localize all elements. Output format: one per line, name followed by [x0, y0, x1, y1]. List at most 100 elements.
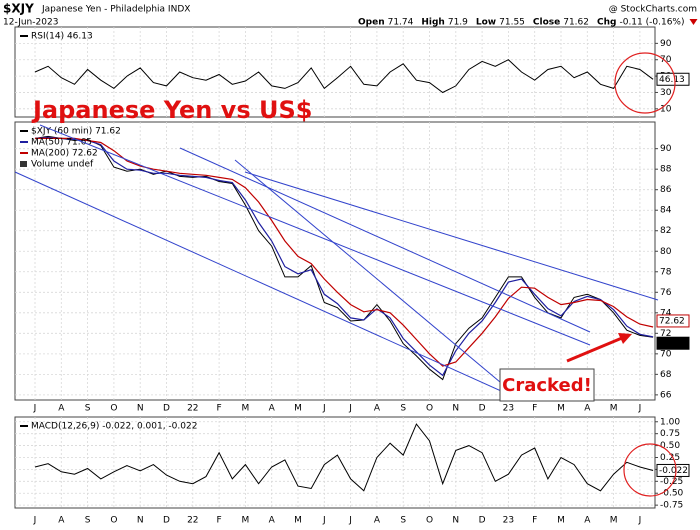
x-tick-label: M	[242, 404, 250, 414]
quote-label: Open	[358, 18, 385, 28]
highlight-circle	[614, 52, 676, 114]
x-tick-label: 23	[503, 404, 514, 414]
x-tick-label: 22	[187, 404, 198, 414]
x-tick-label: A	[374, 516, 381, 526]
annotation-arrow	[566, 336, 623, 363]
y-tick-label: 90	[660, 144, 672, 154]
x-tick-label: M	[294, 404, 302, 414]
x-tick-label: A	[269, 516, 276, 526]
series-line	[34, 423, 654, 492]
legend-label: RSI(14) 46.13	[31, 32, 93, 42]
legend-label: Volume undef	[31, 160, 94, 170]
y-tick-label: 70	[660, 349, 672, 359]
x-tick-label: D	[163, 516, 170, 526]
x-tick-label: 23	[503, 516, 514, 526]
x-tick-label: F	[217, 404, 222, 414]
y-tick-label: -0.75	[660, 501, 683, 511]
x-tick-label: M	[557, 404, 565, 414]
x-tick-label: D	[479, 516, 486, 526]
y-tick-label: 84	[660, 206, 672, 216]
legend-swatch	[20, 161, 27, 167]
x-tick-label: O	[426, 404, 433, 414]
x-tick-label: 22	[187, 516, 198, 526]
trendline	[244, 171, 659, 301]
x-tick-label: O	[426, 516, 433, 526]
x-tick-label: A	[269, 404, 276, 414]
y-tick-label: 74	[660, 308, 672, 318]
panel-frame	[14, 26, 656, 118]
highlight-circle	[623, 443, 677, 497]
trendline	[14, 171, 511, 396]
y-tick-label: 76	[660, 288, 672, 298]
y-tick-label: -0.25	[660, 477, 683, 487]
trendline	[39, 124, 591, 346]
y-tick-label: 68	[660, 370, 672, 380]
x-tick-label: A	[58, 516, 65, 526]
x-tick-label: S	[85, 404, 91, 414]
x-tick-label: F	[532, 516, 537, 526]
last-value-label: 71.62	[659, 339, 687, 349]
series-line	[34, 136, 654, 377]
x-tick-label: J	[348, 516, 352, 526]
y-tick-label: 10	[660, 104, 672, 114]
quote-value: -0.11 (-0.16%)	[619, 18, 684, 28]
x-tick-label: M	[242, 516, 250, 526]
annotation-box	[499, 368, 595, 402]
x-tick-label: D	[479, 404, 486, 414]
panel-frame	[14, 121, 656, 401]
x-tick-label: A	[584, 516, 591, 526]
panel-frame	[14, 416, 656, 509]
legend-label: $XJY (60 min) 71.62	[31, 127, 121, 137]
y-tick-label: 66	[660, 390, 672, 400]
y-tick-label: 1.00	[660, 417, 680, 427]
y-tick-label: 78	[660, 267, 672, 277]
x-tick-label: M	[610, 516, 618, 526]
quote-value: 71.55	[499, 18, 525, 28]
down-marker	[689, 19, 698, 25]
quote: Open 71.74 High 71.9 Low 71.55 Close 71.62 Chg -0…	[358, 18, 698, 28]
x-tick-label: M	[557, 516, 565, 526]
x-tick-label: D	[163, 404, 170, 414]
quote-value: 71.9	[448, 18, 468, 28]
x-tick-label: N	[452, 404, 459, 414]
annotation-text: Cracked!	[502, 375, 592, 396]
trendline	[234, 159, 501, 383]
x-tick-label: J	[348, 404, 352, 414]
x-tick-label: J	[638, 516, 642, 526]
x-tick-label: J	[322, 516, 326, 526]
instrument-name: Japanese Yen - Philadelphia INDX	[41, 5, 190, 15]
x-tick-label: F	[532, 404, 537, 414]
x-tick-label: S	[85, 516, 91, 526]
y-tick-label: 0.50	[660, 441, 680, 451]
y-tick-label: 90	[660, 39, 672, 49]
y-tick-label: 0.75	[660, 429, 680, 439]
quote-value: 71.74	[388, 18, 414, 28]
y-tick-label: 70	[660, 55, 672, 65]
symbol: $XJY	[3, 2, 34, 16]
quote-label: Low	[476, 18, 496, 28]
legend-label: MACD(12,26,9) -0.022, 0.001, -0.022	[31, 422, 197, 432]
y-tick-label: 86	[660, 185, 672, 195]
x-tick-label: A	[584, 404, 591, 414]
x-tick-label: F	[217, 516, 222, 526]
x-tick-label: N	[137, 404, 144, 414]
x-tick-label: A	[58, 404, 65, 414]
y-tick-label: 72	[660, 329, 671, 339]
last-value-box	[656, 314, 690, 328]
trendline	[179, 147, 591, 333]
last-value-label: 72.62	[659, 316, 685, 326]
y-tick-label: -0.50	[660, 489, 684, 499]
x-tick-label: J	[33, 516, 37, 526]
x-tick-label: N	[452, 516, 459, 526]
x-tick-label: J	[33, 404, 37, 414]
quote-label: High	[421, 18, 444, 28]
quote-label: Close	[533, 18, 560, 28]
legend-label: MA(50) 71.65	[31, 138, 92, 148]
series-line	[34, 59, 654, 94]
x-tick-label: A	[374, 404, 381, 414]
trendlines	[14, 124, 659, 396]
quote-value: 71.62	[563, 18, 589, 28]
last-value-label: -0.022	[659, 466, 688, 476]
